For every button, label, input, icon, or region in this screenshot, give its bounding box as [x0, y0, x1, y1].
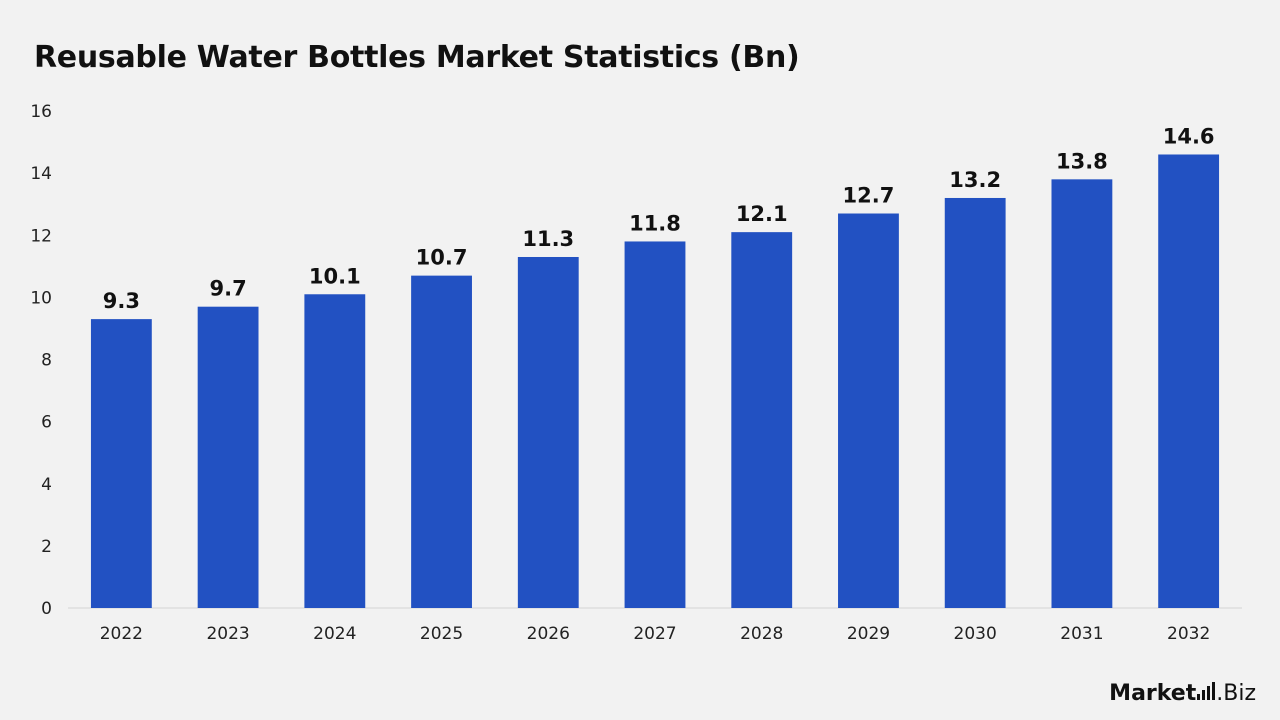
bar — [731, 232, 793, 609]
x-tick-label: 2029 — [847, 624, 890, 644]
y-tick-label: 14 — [30, 164, 52, 184]
x-tick-label: 2030 — [954, 624, 997, 644]
x-tick-label: 2022 — [100, 624, 143, 644]
data-label: 12.1 — [736, 202, 788, 226]
y-tick-label: 2 — [41, 537, 52, 557]
bar — [1051, 179, 1113, 608]
data-label: 11.3 — [522, 227, 574, 251]
y-tick-label: 16 — [30, 102, 52, 122]
data-label: 12.7 — [843, 184, 895, 208]
x-tick-label: 2031 — [1060, 624, 1103, 644]
data-label: 11.8 — [629, 211, 681, 235]
data-label: 14.6 — [1163, 124, 1215, 148]
bar — [838, 213, 899, 608]
brand-logo: Market .Biz — [1109, 681, 1256, 706]
bar — [517, 256, 579, 608]
x-tick-label: 2026 — [527, 624, 570, 644]
y-tick-label: 12 — [30, 226, 52, 246]
x-tick-label: 2023 — [206, 624, 249, 644]
x-tick-label: 2028 — [740, 624, 783, 644]
bar — [90, 319, 152, 608]
data-label: 9.7 — [209, 277, 246, 301]
x-tick-label: 2024 — [313, 624, 356, 644]
logo-bars-icon — [1197, 682, 1216, 700]
x-tick-label: 2025 — [420, 624, 463, 644]
y-tick-label: 6 — [41, 413, 52, 433]
data-label: 13.8 — [1056, 149, 1108, 173]
data-label: 13.2 — [949, 168, 1001, 192]
y-tick-label: 0 — [41, 599, 52, 619]
data-label: 9.3 — [103, 289, 140, 313]
chart-title: Reusable Water Bottles Market Statistics… — [34, 40, 800, 75]
bar — [304, 294, 366, 608]
y-tick-label: 10 — [30, 288, 52, 308]
data-label: 10.7 — [416, 246, 468, 270]
x-tick-label: 2027 — [633, 624, 676, 644]
y-tick-label: 8 — [41, 351, 52, 371]
x-tick-label: 2032 — [1167, 624, 1210, 644]
data-label: 10.1 — [309, 264, 361, 288]
bar — [1158, 154, 1220, 609]
bar — [197, 306, 259, 608]
logo-text-prefix: Market — [1109, 681, 1197, 706]
bar — [411, 275, 472, 608]
bar — [944, 197, 1006, 608]
logo-text-suffix: .Biz — [1216, 681, 1256, 706]
bar — [624, 241, 686, 608]
y-tick-label: 4 — [41, 475, 52, 495]
